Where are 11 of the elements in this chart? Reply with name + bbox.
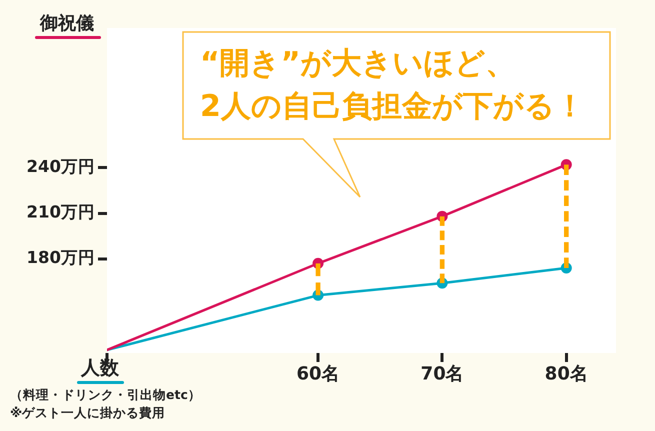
- y-tick-label: 180万円: [26, 248, 95, 268]
- annotation: “開き”が大きいほど、 2人の自己負担金が下がる！: [200, 45, 585, 126]
- y-axis-title: 御祝儀: [40, 13, 94, 34]
- text: ※ゲスト一人に掛かる費用: [10, 405, 166, 420]
- x-tick-label: 80名: [544, 363, 588, 384]
- y-tick-label: 240万円: [26, 157, 95, 176]
- text: （料理・ドリンク・引出物etc）: [10, 387, 201, 402]
- x-axis-title: 人数: [81, 357, 119, 379]
- x-tick-label: 70名: [420, 363, 464, 384]
- y-tick-label: 210万円: [26, 202, 95, 222]
- x-tick-label: 60名: [296, 363, 340, 384]
